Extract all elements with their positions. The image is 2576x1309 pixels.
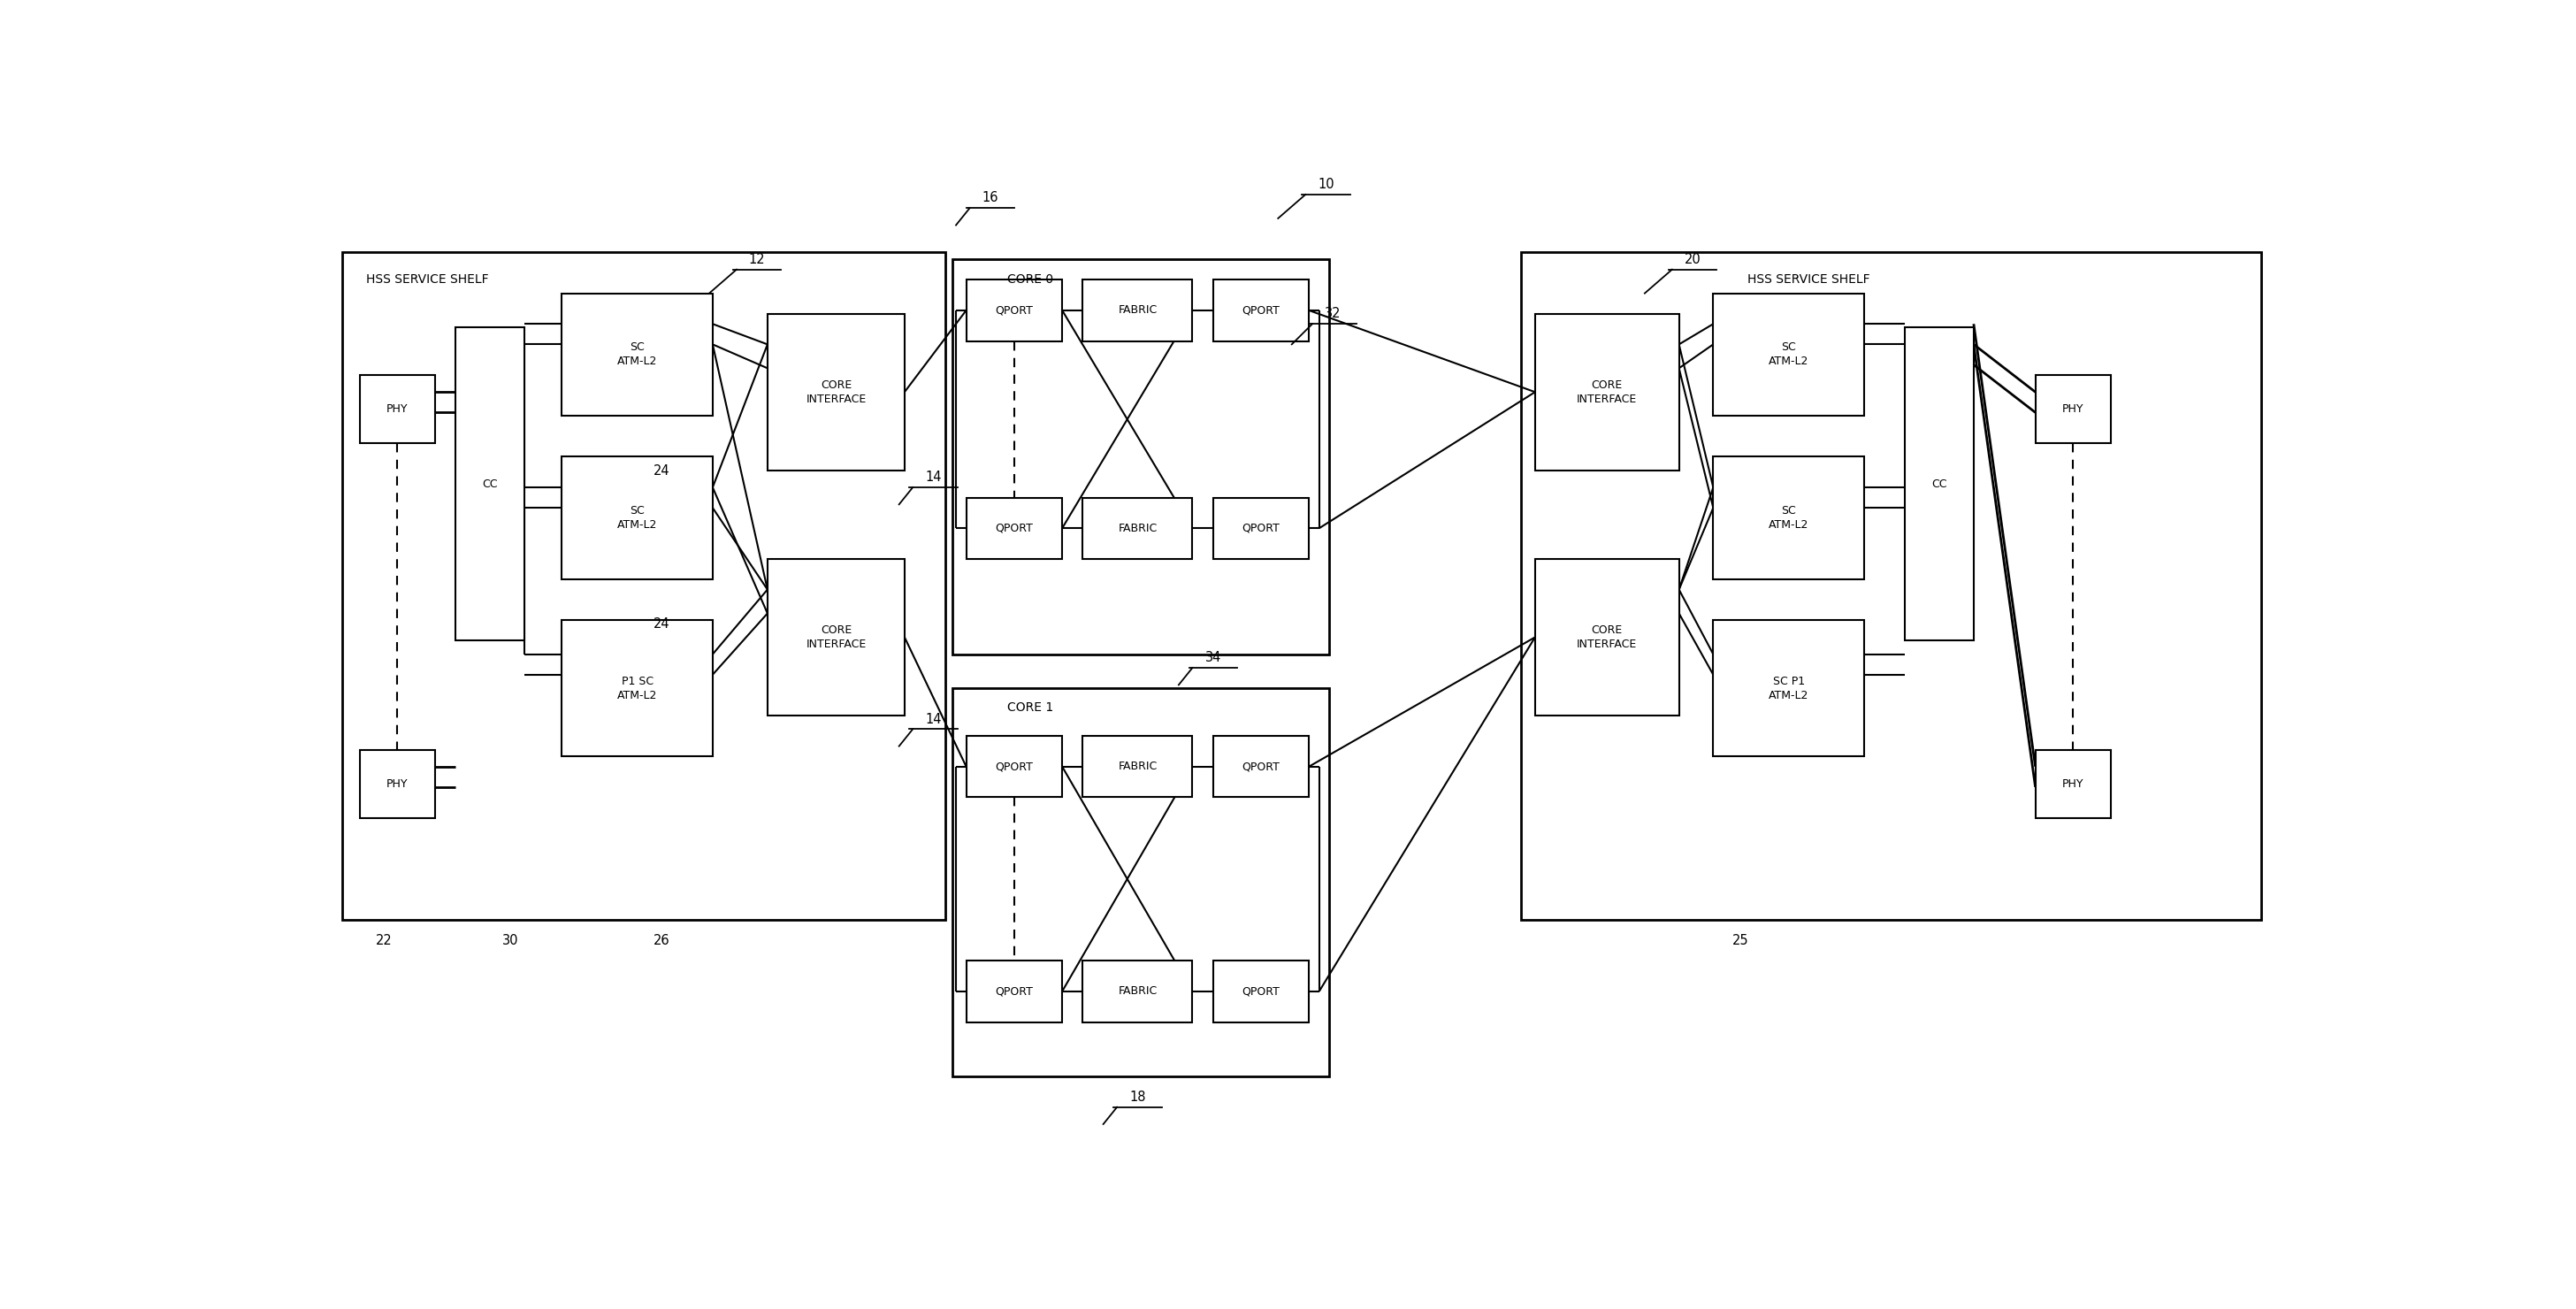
Text: 25: 25 bbox=[1734, 933, 1749, 948]
Text: CORE
INTERFACE: CORE INTERFACE bbox=[1577, 624, 1638, 651]
Text: HSS SERVICE SHELF: HSS SERVICE SHELF bbox=[366, 274, 489, 285]
Bar bbox=[2035, 750, 2110, 818]
Text: CORE 0: CORE 0 bbox=[1007, 274, 1054, 285]
Text: 10: 10 bbox=[1319, 178, 1334, 191]
Text: 24: 24 bbox=[652, 463, 670, 478]
Text: QPORT: QPORT bbox=[1242, 522, 1280, 534]
Bar bbox=[1213, 497, 1309, 559]
Bar bbox=[1213, 280, 1309, 340]
Text: CC: CC bbox=[1932, 478, 1947, 490]
Text: QPORT: QPORT bbox=[994, 305, 1033, 315]
Bar bbox=[562, 457, 714, 580]
Text: CORE 1: CORE 1 bbox=[1007, 702, 1054, 713]
Text: QPORT: QPORT bbox=[994, 761, 1033, 772]
Text: P1 SC
ATM-L2: P1 SC ATM-L2 bbox=[618, 675, 657, 702]
Bar bbox=[1522, 253, 2262, 920]
Text: 16: 16 bbox=[981, 191, 999, 204]
Bar bbox=[1906, 327, 1973, 640]
Text: SC
ATM-L2: SC ATM-L2 bbox=[1770, 342, 1808, 368]
Bar bbox=[953, 259, 1329, 654]
Text: 12: 12 bbox=[750, 253, 765, 266]
Bar bbox=[966, 497, 1061, 559]
Text: FABRIC: FABRIC bbox=[1118, 761, 1157, 772]
Bar bbox=[361, 374, 435, 444]
Text: FABRIC: FABRIC bbox=[1118, 305, 1157, 315]
Text: PHY: PHY bbox=[2063, 403, 2084, 415]
Text: 18: 18 bbox=[1128, 1090, 1146, 1103]
Bar bbox=[768, 314, 904, 470]
Text: FABRIC: FABRIC bbox=[1118, 522, 1157, 534]
Bar bbox=[562, 620, 714, 757]
Bar bbox=[562, 293, 714, 416]
Text: CORE
INTERFACE: CORE INTERFACE bbox=[806, 624, 866, 651]
Bar bbox=[1535, 559, 1680, 716]
Text: QPORT: QPORT bbox=[994, 986, 1033, 997]
Bar bbox=[966, 736, 1061, 797]
Text: 34: 34 bbox=[1206, 651, 1221, 665]
Text: SC
ATM-L2: SC ATM-L2 bbox=[618, 342, 657, 368]
Bar bbox=[1082, 961, 1193, 1022]
Text: CORE
INTERFACE: CORE INTERFACE bbox=[1577, 380, 1638, 404]
Bar bbox=[1213, 961, 1309, 1022]
Text: 24: 24 bbox=[652, 617, 670, 631]
Text: SC
ATM-L2: SC ATM-L2 bbox=[618, 505, 657, 531]
Text: 14: 14 bbox=[925, 471, 940, 484]
Bar bbox=[2035, 374, 2110, 444]
Text: FABRIC: FABRIC bbox=[1118, 986, 1157, 997]
Text: HSS SERVICE SHELF: HSS SERVICE SHELF bbox=[1747, 274, 1870, 285]
Text: 14: 14 bbox=[925, 712, 940, 725]
Text: PHY: PHY bbox=[386, 403, 407, 415]
Bar bbox=[343, 253, 945, 920]
Text: 20: 20 bbox=[1685, 253, 1700, 266]
Text: CORE
INTERFACE: CORE INTERFACE bbox=[806, 380, 866, 404]
Text: SC
ATM-L2: SC ATM-L2 bbox=[1770, 505, 1808, 531]
Bar bbox=[953, 689, 1329, 1076]
Bar bbox=[1713, 620, 1865, 757]
Text: PHY: PHY bbox=[2063, 778, 2084, 789]
Bar bbox=[456, 327, 523, 640]
Bar bbox=[966, 280, 1061, 340]
Text: QPORT: QPORT bbox=[1242, 986, 1280, 997]
Bar bbox=[966, 961, 1061, 1022]
Text: SC P1
ATM-L2: SC P1 ATM-L2 bbox=[1770, 675, 1808, 702]
Text: 22: 22 bbox=[376, 933, 392, 948]
Bar bbox=[1713, 293, 1865, 416]
Bar bbox=[1535, 314, 1680, 470]
Text: QPORT: QPORT bbox=[1242, 761, 1280, 772]
Text: PHY: PHY bbox=[386, 778, 407, 789]
Bar bbox=[1213, 736, 1309, 797]
Bar bbox=[1713, 457, 1865, 580]
Text: 26: 26 bbox=[652, 933, 670, 948]
Bar bbox=[1082, 280, 1193, 340]
Text: QPORT: QPORT bbox=[994, 522, 1033, 534]
Bar bbox=[1082, 497, 1193, 559]
Text: 30: 30 bbox=[502, 933, 518, 948]
Bar bbox=[768, 559, 904, 716]
Text: QPORT: QPORT bbox=[1242, 305, 1280, 315]
Text: 32: 32 bbox=[1324, 308, 1342, 321]
Text: CC: CC bbox=[482, 478, 497, 490]
Bar bbox=[361, 750, 435, 818]
Bar bbox=[1082, 736, 1193, 797]
